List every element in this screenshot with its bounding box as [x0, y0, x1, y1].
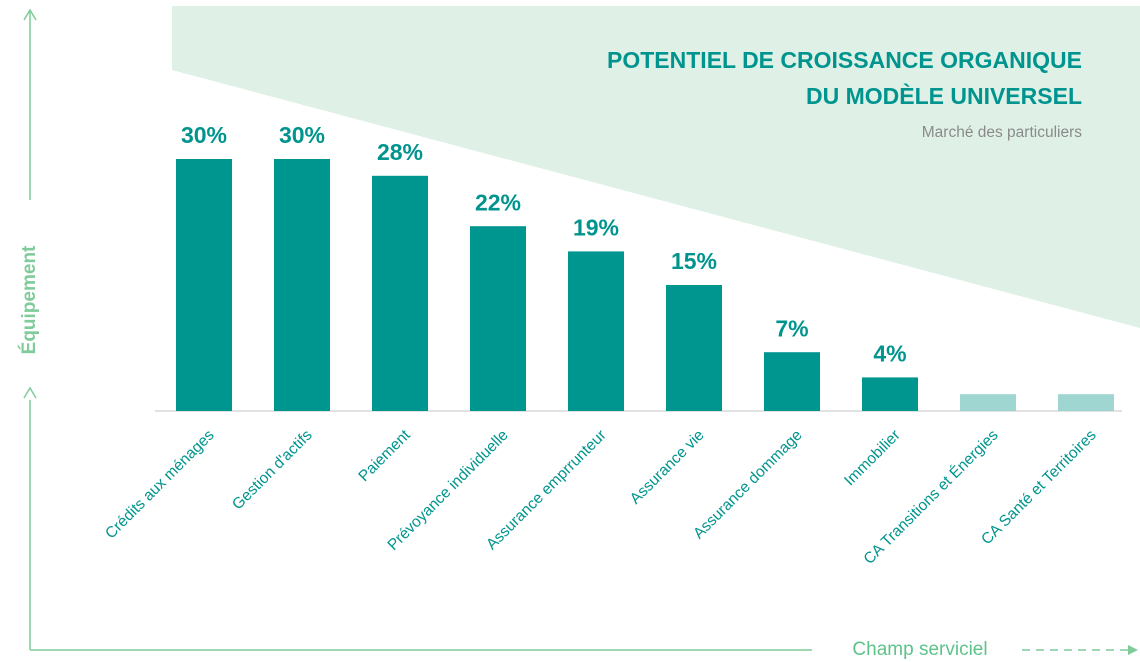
bar — [176, 159, 232, 411]
bar — [274, 159, 330, 411]
bar — [862, 377, 918, 411]
value-label: 4% — [873, 340, 906, 366]
value-label: 30% — [279, 122, 325, 148]
x-tick-label: Paiement — [355, 426, 414, 485]
x-tick-label: Assurance dommage — [690, 427, 806, 543]
chart-title: DU MODÈLE UNIVERSEL — [806, 82, 1082, 109]
bar — [372, 175, 428, 411]
background-triangle — [172, 6, 1140, 328]
value-label: 19% — [573, 214, 619, 240]
x-tick-label: Immobilier — [841, 427, 904, 490]
x-tick-label: Gestion d'actifs — [229, 427, 316, 514]
chart-subtitle: Marché des particuliers — [922, 124, 1082, 141]
value-label: 22% — [475, 189, 521, 215]
y-axis-label: Équipement — [18, 245, 40, 354]
x-tick-label: Crédits aux ménages — [102, 427, 218, 543]
bar — [470, 226, 526, 411]
bar — [960, 394, 1016, 411]
x-tick-label: Assurance vie — [627, 427, 708, 508]
value-label: 15% — [671, 248, 717, 274]
bar — [568, 251, 624, 411]
bar — [764, 352, 820, 411]
value-label: 30% — [181, 122, 227, 148]
bar — [666, 285, 722, 411]
axes — [23, 8, 1138, 655]
bar — [1058, 394, 1114, 411]
x-tick-label: CA Santé et Territoires — [978, 427, 1100, 549]
chart-title: POTENTIEL DE CROISSANCE ORGANIQUE — [607, 47, 1082, 73]
value-label: 7% — [775, 315, 808, 341]
x-axis-label: Champ serviciel — [852, 639, 987, 660]
value-label: 28% — [377, 139, 423, 165]
